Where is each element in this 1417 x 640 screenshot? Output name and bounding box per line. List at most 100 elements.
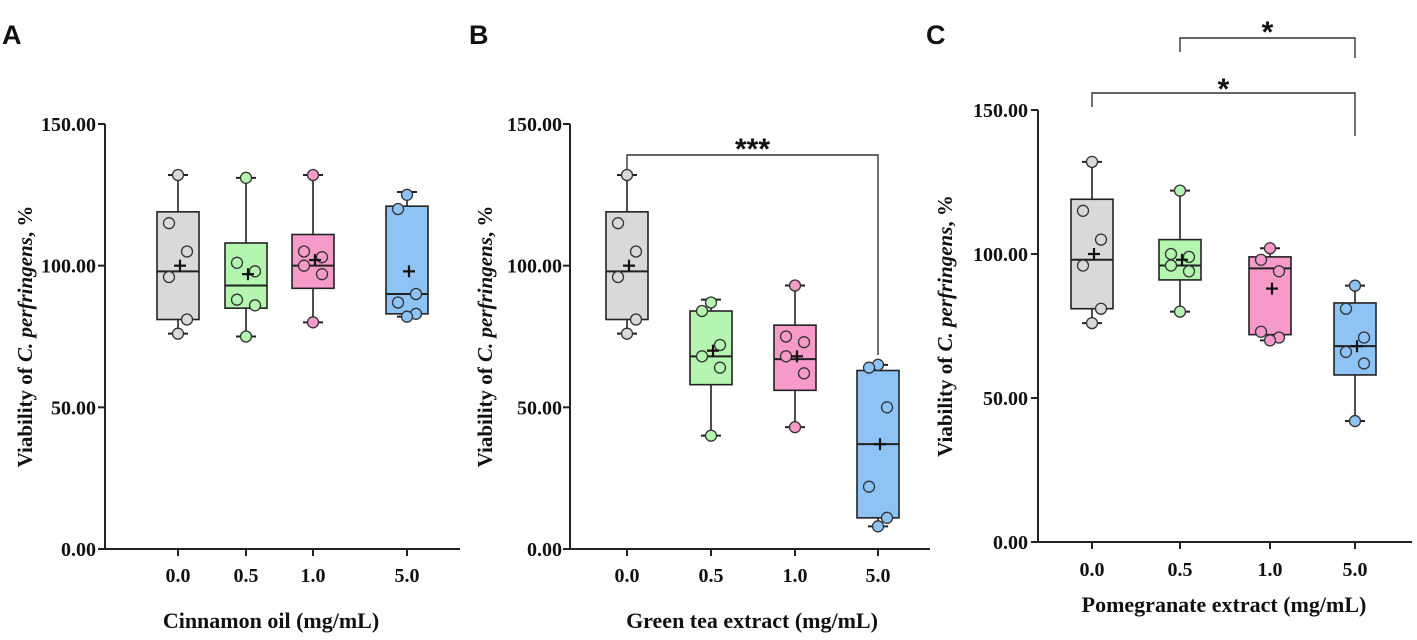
data-point	[611, 270, 625, 284]
data-point	[862, 480, 876, 493]
box-rect	[385, 205, 429, 315]
data-point	[1339, 302, 1353, 315]
data-point	[611, 217, 625, 230]
data-point	[713, 361, 727, 374]
data-point	[797, 336, 811, 349]
data-point	[862, 361, 876, 374]
x-tick-label: 1.0	[301, 565, 326, 587]
data-point	[871, 520, 885, 533]
data-point	[1085, 316, 1099, 330]
data-point	[1263, 334, 1277, 347]
data-point	[695, 350, 709, 363]
y-tick-label: 0.00	[527, 539, 562, 561]
data-point	[880, 401, 894, 414]
x-axis-title: Pomegranate extract (mg/mL)	[1082, 592, 1367, 617]
data-point	[629, 245, 643, 258]
box-0.5	[689, 296, 733, 442]
x-axis-title: Cinnamon oil (mg/mL)	[163, 608, 379, 633]
y-axis-title: Viability of C. perfringens, %	[933, 195, 957, 457]
x-tick-label: 5.0	[395, 565, 420, 587]
data-point	[391, 202, 405, 216]
data-point	[704, 296, 718, 309]
y-tick-label: 100.00	[973, 244, 1028, 266]
data-point	[1339, 345, 1353, 359]
x-tick-label: 0.0	[615, 565, 640, 587]
panel-letter: C	[926, 20, 946, 50]
data-point	[297, 259, 311, 272]
x-tick-label: 5.0	[866, 565, 891, 587]
data-point	[171, 327, 185, 340]
data-point	[1164, 259, 1178, 272]
bracket-line	[1091, 92, 1356, 136]
data-point	[1094, 302, 1108, 315]
y-tick-label: 0.00	[61, 539, 96, 561]
box-1.0	[1248, 242, 1292, 347]
data-point	[1263, 242, 1277, 255]
x-tick-label: 0.5	[234, 565, 259, 587]
data-point	[230, 293, 244, 306]
box-0.5	[1158, 184, 1202, 318]
data-point	[779, 350, 793, 363]
box-5.0	[856, 358, 900, 533]
data-point	[315, 268, 329, 281]
y-tick-label: 150.00	[973, 100, 1028, 122]
box-1.0	[291, 168, 335, 329]
data-point	[1348, 279, 1362, 292]
data-point	[1182, 265, 1196, 278]
data-point	[171, 168, 185, 182]
data-point	[629, 313, 643, 326]
data-point	[180, 313, 194, 326]
data-point	[1254, 325, 1268, 338]
data-point	[1348, 414, 1362, 428]
data-point	[779, 330, 793, 343]
box-5.0	[385, 188, 429, 323]
y-tick-label: 50.00	[51, 397, 96, 419]
data-point	[1357, 357, 1371, 370]
panel-letter: B	[469, 20, 489, 50]
y-tick-label: 0.00	[993, 532, 1028, 554]
significance-bracket: *	[1179, 16, 1356, 58]
box-1.0	[773, 279, 817, 434]
data-point	[230, 256, 244, 269]
data-point	[248, 299, 262, 312]
data-point	[409, 287, 423, 301]
data-point	[1254, 253, 1268, 266]
data-point	[695, 304, 709, 318]
data-point	[620, 168, 634, 182]
significance-bracket: ***	[626, 133, 879, 355]
y-tick-label: 50.00	[983, 388, 1028, 410]
data-point	[239, 171, 253, 184]
y-axis-title: Viability of C. perfringens, %	[13, 206, 37, 468]
bracket-line	[1179, 37, 1356, 58]
y-tick-label: 50.00	[517, 397, 562, 419]
data-point	[306, 316, 320, 329]
x-tick-label: 0.0	[1080, 559, 1105, 581]
box-5.0	[1333, 279, 1377, 428]
data-point	[306, 168, 320, 182]
y-tick-label: 150.00	[507, 114, 562, 136]
box-0.0	[1070, 155, 1114, 330]
data-point	[180, 245, 194, 258]
bracket-line	[626, 154, 879, 355]
y-tick-label: 100.00	[507, 256, 562, 278]
data-point	[1076, 204, 1090, 217]
x-tick-label: 5.0	[1343, 559, 1368, 581]
x-axis-title: Green tea extract (mg/mL)	[626, 608, 878, 633]
significance-label: *	[1218, 73, 1230, 106]
data-point	[1173, 305, 1187, 318]
significance-label: *	[1262, 16, 1274, 49]
data-point	[1164, 247, 1178, 261]
data-point	[620, 327, 634, 340]
data-point	[1357, 331, 1371, 344]
data-point	[1173, 184, 1187, 197]
data-point	[788, 421, 802, 434]
data-point	[788, 279, 802, 292]
y-tick-label: 150.00	[41, 114, 96, 136]
data-point	[1272, 265, 1286, 278]
box-0.0	[156, 168, 200, 340]
box-0.5	[224, 171, 268, 343]
data-point	[297, 245, 311, 258]
data-point	[880, 511, 894, 524]
panel-a: A 0.00 50.00 100.00 150.00 Viability of C. pe…	[2, 20, 460, 633]
